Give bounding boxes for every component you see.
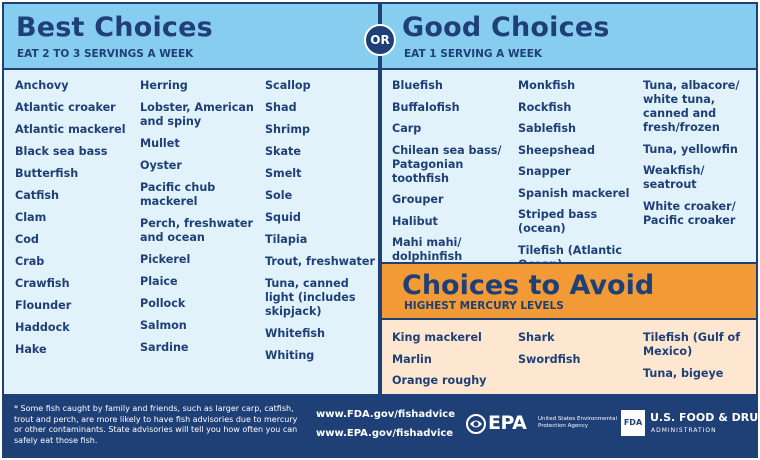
- fish-item: Lobster, American and spiny: [140, 101, 254, 128]
- fish-item: Pollock: [140, 297, 186, 310]
- best-choices-list: Anchovy Atlantic croaker Atlantic mackerel…: [4, 70, 378, 394]
- fda-administration: ADMINISTRATION: [651, 427, 717, 434]
- best-column: Herring Lobster, American and spiny Mullet…: [140, 79, 262, 363]
- fish-item: Tilapia: [265, 233, 308, 246]
- good-choices-list: Bluefish Buffalofish Carp Chilean sea bass/…: [382, 70, 756, 271]
- fish-item: Hake: [15, 343, 47, 356]
- fish-item: Scallop: [265, 79, 311, 92]
- fish-item: Sheepshead: [518, 143, 595, 157]
- best-choices-title: Best Choices: [16, 12, 213, 43]
- fish-item: Sablefish: [518, 122, 576, 135]
- fish-item: Chilean sea bass/ Patagonian toothfish: [392, 143, 502, 185]
- fda-logo: FDA: [621, 410, 645, 436]
- fish-item: Squid: [265, 211, 301, 224]
- fish-item: Weakfish/ seatrout: [643, 164, 705, 191]
- epa-agency-name: United States Environmental Protection A…: [538, 416, 618, 429]
- best-column: Anchovy Atlantic croaker Atlantic mackerel…: [15, 79, 137, 365]
- fish-item: Bluefish: [392, 79, 443, 92]
- fish-item: Tuna, canned light (includes skipjack): [265, 277, 356, 318]
- good-choices-header: Good Choices EAT 1 SERVING A WEEK: [382, 4, 756, 68]
- fish-item: Perch, freshwater and ocean: [140, 217, 253, 244]
- fish-item: Butterfish: [15, 167, 79, 180]
- good-choices-subtitle: EAT 1 SERVING A WEEK: [404, 48, 543, 60]
- fish-item: Shark: [518, 331, 555, 344]
- fish-item: Mullet: [140, 137, 180, 150]
- fish-item: King mackerel: [392, 331, 482, 344]
- epa-wordmark: EPA: [488, 412, 527, 434]
- fda-fishadvice-link[interactable]: www.FDA.gov/fishadvice: [316, 409, 455, 420]
- good-column: Monkfish Rockfish Sablefish Sheepshead Snapp…: [518, 79, 640, 279]
- fish-item: Plaice: [140, 275, 178, 288]
- fish-item: Swordfish: [518, 352, 581, 366]
- avoid-list: King mackerel Marlin Orange roughy Shark Sw…: [382, 320, 756, 394]
- avoid-column: King mackerel Marlin Orange roughy: [392, 331, 514, 396]
- avoid-column: Tilefish (Gulf of Mexico) Tuna, bigeye: [643, 331, 751, 388]
- fish-item: Shrimp: [265, 123, 311, 136]
- footnote: * Some fish caught by family and friends…: [14, 404, 298, 445]
- fish-item: Monkfish: [518, 79, 576, 92]
- fish-item: Crab: [15, 255, 45, 268]
- fish-item: Flounder: [15, 299, 72, 312]
- epa-fishadvice-link[interactable]: www.EPA.gov/fishadvice: [316, 428, 454, 439]
- or-badge: OR: [364, 24, 396, 56]
- fish-item: Atlantic mackerel: [15, 123, 126, 136]
- fish-item: Black sea bass: [15, 145, 108, 158]
- fish-item: White croaker/ Pacific croaker: [643, 199, 736, 227]
- fish-item: Salmon: [140, 319, 187, 332]
- fish-item: Herring: [140, 79, 188, 92]
- fish-item: Snapper: [518, 165, 571, 178]
- fish-item: Anchovy: [15, 79, 69, 92]
- fish-item: Shad: [265, 101, 297, 114]
- fish-item: Orange roughy: [392, 374, 487, 387]
- fish-item: Catfish: [15, 189, 60, 202]
- avoid-title: Choices to Avoid: [402, 270, 655, 301]
- fish-item: Tuna, yellowfin: [643, 142, 738, 156]
- fish-item: Trout, freshwater: [265, 255, 375, 268]
- fish-item: Cod: [15, 233, 39, 246]
- fish-item: Whitefish: [265, 327, 325, 340]
- fish-item: Grouper: [392, 193, 444, 206]
- fish-item: Haddock: [15, 321, 70, 334]
- fish-item: Marlin: [392, 352, 432, 366]
- best-choices-header: Best Choices EAT 2 TO 3 SERVINGS A WEEK: [4, 4, 378, 68]
- fish-item: Oyster: [140, 159, 182, 172]
- footer: * Some fish caught by family and friends…: [4, 396, 760, 454]
- fish-item: Buffalofish: [392, 100, 460, 114]
- good-column: Tuna, albacore/ white tuna, canned and f…: [643, 79, 751, 235]
- fish-item: Tilefish (Gulf of Mexico): [643, 331, 741, 358]
- avoid-header: Choices to Avoid HIGHEST MERCURY LEVELS: [382, 264, 756, 318]
- fish-item: Skate: [265, 145, 301, 158]
- fish-item: Striped bass (ocean): [518, 208, 598, 235]
- best-choices-subtitle: EAT 2 TO 3 SERVINGS A WEEK: [17, 48, 194, 60]
- fish-item: Crawfish: [15, 277, 70, 290]
- fish-item: Halibut: [392, 214, 438, 228]
- fda-name: U.S. FOOD & DRUG: [650, 411, 760, 424]
- fish-item: Pacific chub mackerel: [140, 181, 216, 208]
- avoid-column: Shark Swordfish: [518, 331, 640, 374]
- fish-item: Atlantic croaker: [15, 101, 116, 114]
- epa-flower-icon: [466, 414, 486, 434]
- best-column: Scallop Shad Shrimp Skate Smelt Sole Squid Tila…: [265, 79, 377, 371]
- fish-item: Carp: [392, 122, 422, 135]
- fish-item: Clam: [15, 211, 47, 224]
- good-choices-title: Good Choices: [402, 12, 610, 43]
- fish-item: Spanish mackerel: [518, 186, 630, 200]
- fish-item: Rockfish: [518, 100, 572, 114]
- fish-item: Pickerel: [140, 253, 191, 266]
- avoid-subtitle: HIGHEST MERCURY LEVELS: [404, 300, 564, 312]
- fish-item: Tuna, bigeye: [643, 366, 724, 380]
- fish-item: Sardine: [140, 341, 189, 354]
- good-column: Bluefish Buffalofish Carp Chilean sea bass/…: [392, 79, 510, 272]
- fish-item: Sole: [265, 189, 293, 202]
- fish-item: Whiting: [265, 349, 315, 362]
- fish-item: Tuna, albacore/ white tuna, canned and f…: [643, 79, 740, 134]
- fish-item: Mahi mahi/ dolphinfish: [392, 236, 463, 263]
- fish-item: Smelt: [265, 167, 302, 180]
